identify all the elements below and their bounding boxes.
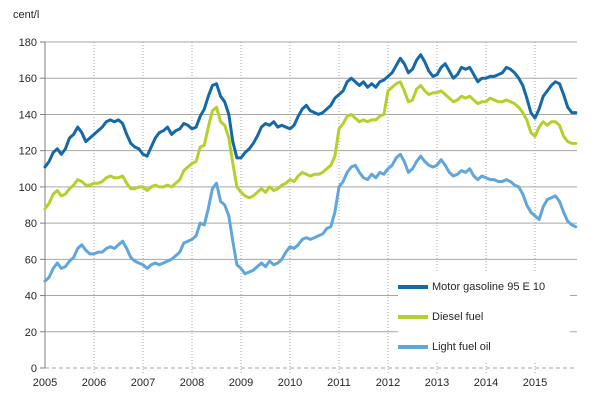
legend-swatch-diesel-fuel [398,315,428,319]
legend-item-light-fuel-oil: Light fuel oil [398,332,570,362]
y-tick-label: 180 [19,37,37,49]
series-line-light-fuel-oil [43,152,578,283]
legend-label-motor-gasoline: Motor gasoline 95 E 10 [432,281,546,293]
y-tick-label: 100 [19,182,37,194]
x-tick-label: 2007 [131,377,155,389]
y-tick-label: 80 [25,218,37,230]
x-tick-label: 2005 [33,377,57,389]
y-axis-unit-label: cent/l [13,9,40,21]
x-tick-label: 2009 [229,377,253,389]
y-tick-label: 20 [25,327,37,339]
x-tick-label: 2008 [180,377,204,389]
y-tick-label: 160 [19,73,37,85]
x-tick-label: 2014 [474,377,498,389]
x-tick-label: 2006 [82,377,106,389]
legend-label-light-fuel-oil: Light fuel oil [432,341,491,353]
legend-swatch-motor-gasoline [398,285,428,289]
x-tick-label: 2012 [376,377,400,389]
legend-item-diesel-fuel: Diesel fuel [398,302,570,332]
y-tick-label: 0 [31,363,37,375]
y-tick-label: 60 [25,254,37,266]
legend-swatch-light-fuel-oil [398,345,428,349]
y-tick-label: 140 [19,109,37,121]
x-tick-label: 2013 [425,377,449,389]
x-tick-label: 2010 [278,377,302,389]
legend-label-diesel-fuel: Diesel fuel [432,311,484,323]
legend-item-motor-gasoline: Motor gasoline 95 E 10 [398,272,570,302]
x-tick-label: 2015 [523,377,547,389]
series-line-motor-gasoline-95-e-10 [43,53,578,169]
series-line-diesel-fuel [43,80,578,211]
y-tick-label: 40 [25,291,37,303]
y-tick-label: 120 [19,146,37,158]
x-tick-label: 2011 [327,377,351,389]
chart-legend: Motor gasoline 95 E 10 Diesel fuel Light… [398,272,570,362]
